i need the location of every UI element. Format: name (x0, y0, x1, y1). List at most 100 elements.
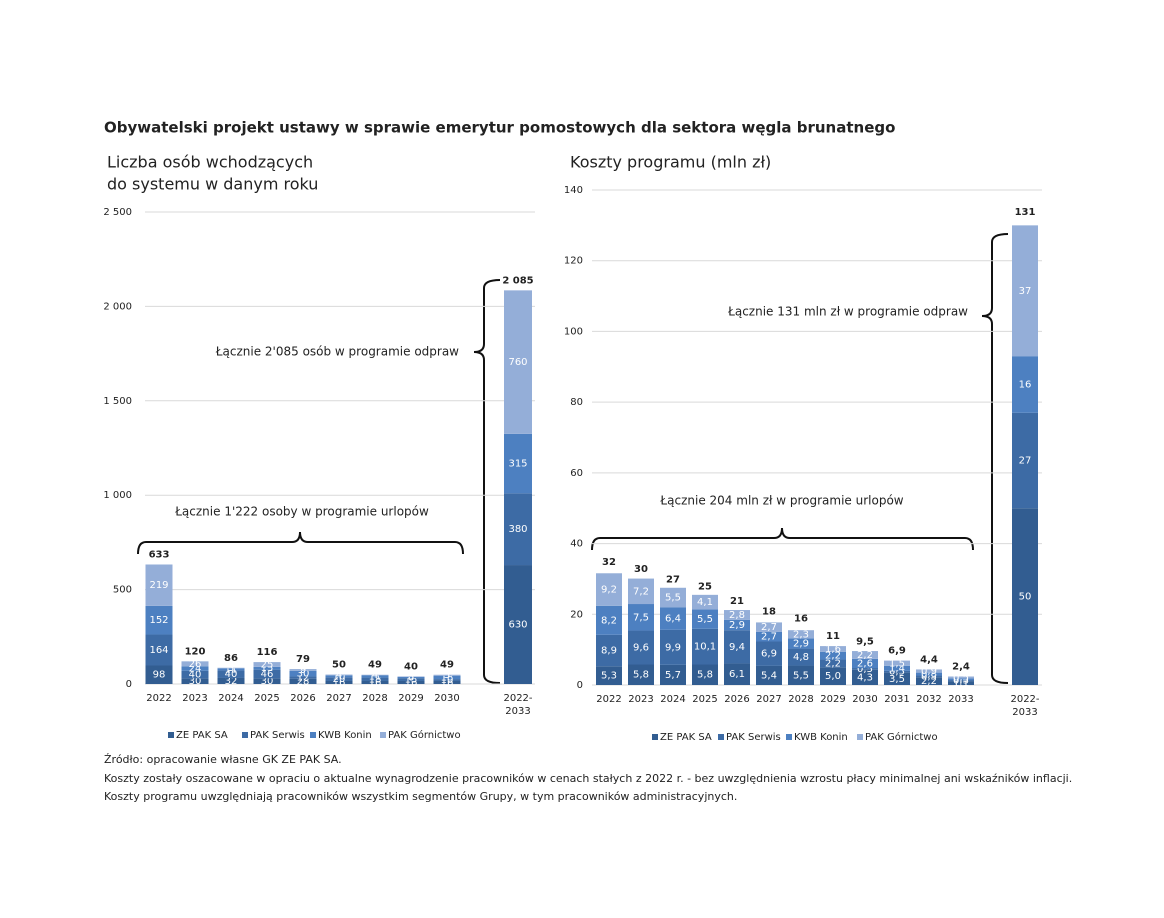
bar-segment (788, 648, 814, 666)
bar-segment (1012, 412, 1038, 509)
data-label: 26 (189, 659, 202, 670)
x-tick-label: 2024 (660, 694, 685, 705)
data-label: 30 (297, 669, 310, 680)
bar-segment (504, 565, 532, 684)
bar-segment (397, 680, 425, 684)
legend-label: ZE PAK SA (176, 730, 228, 741)
data-label: 380 (508, 524, 527, 535)
data-label: 30 (261, 676, 274, 687)
total-label: 79 (296, 654, 310, 665)
data-label: 6,1 (729, 669, 745, 680)
data-label: 6,9 (761, 649, 777, 660)
data-label: 50 (1019, 592, 1032, 603)
data-label: 32 (225, 676, 238, 687)
x-tick-label: 2025 (254, 693, 279, 704)
data-label: 4,1 (697, 597, 713, 608)
bar-segment (852, 669, 878, 685)
bar-segment (916, 675, 942, 678)
data-label: 5,5 (665, 592, 681, 603)
data-label: 0,3 (953, 676, 969, 687)
bar-segment (884, 665, 910, 671)
bar-segment (948, 681, 974, 685)
total-label: 50 (332, 660, 346, 671)
x-tick-label: 2027 (326, 693, 351, 704)
x-tick-label: 2030 (852, 694, 877, 705)
data-label: 37 (1019, 286, 1032, 297)
bar-segment (397, 677, 425, 679)
x-tick-label: 2031 (884, 694, 909, 705)
total-label: 25 (698, 582, 712, 593)
x-tick-label: 2023 (182, 693, 207, 704)
y-tick-label: 0 (126, 679, 132, 690)
total-label: 49 (368, 660, 382, 671)
y-tick-label: 2 500 (103, 207, 132, 218)
chart-subtitle: Liczba osób wchodzących (107, 153, 313, 172)
bar-segment (692, 594, 718, 610)
page-title: Obywatelski projekt ustawy w sprawie eme… (104, 119, 895, 137)
data-label: 5,3 (601, 671, 617, 682)
bar-segment (181, 666, 209, 671)
legend-swatch (168, 732, 174, 738)
bar-segment (145, 605, 173, 635)
bar-segment (628, 630, 654, 665)
x-tick-label: 2023 (628, 694, 653, 705)
data-label: 40 (225, 669, 238, 680)
data-label: 3 (408, 672, 414, 683)
data-label: 15 (261, 663, 274, 674)
x-tick-label: 2022-2033 (503, 693, 532, 717)
x-tick-label: 2024 (218, 693, 243, 704)
legend-label: ZE PAK SA (660, 732, 712, 743)
bar-segment (596, 634, 622, 667)
legend-swatch (786, 734, 792, 740)
total-label: 32 (602, 557, 616, 568)
bar-segment (756, 665, 782, 685)
bar-segment (852, 658, 878, 669)
y-tick-label: 20 (570, 609, 583, 620)
bar-segment (948, 676, 974, 679)
data-label: 11 (369, 672, 382, 683)
total-label: 30 (634, 564, 648, 575)
bar-segment (628, 664, 654, 685)
data-label: 3,5 (889, 674, 905, 685)
bar-segment (289, 670, 317, 677)
total-label: 116 (257, 647, 278, 658)
bar-segment (660, 664, 686, 685)
legend-label: PAK Górnictwo (388, 729, 461, 741)
legend-label: PAK Górnictwo (865, 731, 938, 743)
y-tick-label: 500 (113, 585, 132, 596)
bar-segment (884, 672, 910, 685)
x-tick-label: 2030 (434, 693, 459, 704)
legend-label: PAK Serwis (726, 732, 781, 743)
annotation: Łącznie 1'222 osoby w programie urlopów (174, 505, 429, 519)
data-label: 760 (508, 357, 527, 368)
bar-segment (596, 573, 622, 606)
total-label: 27 (666, 575, 680, 586)
bar-segment (217, 670, 245, 678)
bar-segment (217, 667, 245, 669)
bar-segment (916, 669, 942, 673)
bar-segment (253, 662, 281, 667)
data-label: 24 (189, 664, 202, 675)
y-tick-label: 2 000 (103, 301, 132, 312)
data-label: 2,9 (729, 620, 745, 631)
total-label: 86 (224, 653, 238, 664)
x-tick-label: 2026 (290, 693, 315, 704)
bar-segment (217, 668, 245, 671)
data-label: 0,5 (889, 667, 905, 678)
data-label: 9,4 (729, 642, 745, 653)
data-label: 7,5 (633, 612, 649, 623)
data-label: 2,2 (921, 676, 937, 687)
y-tick-label: 120 (564, 256, 583, 267)
legend-swatch (242, 732, 248, 738)
x-tick-label: 2022 (146, 693, 171, 704)
bar-segment (948, 680, 974, 682)
data-label: 5,8 (697, 670, 713, 681)
x-tick-label: 2028 (362, 693, 387, 704)
bar-segment (504, 290, 532, 434)
bar-segment (596, 666, 622, 685)
bar-segment (325, 675, 353, 678)
data-label: 1,6 (825, 644, 841, 655)
data-label: 152 (149, 615, 168, 626)
bar-segment (724, 630, 750, 664)
